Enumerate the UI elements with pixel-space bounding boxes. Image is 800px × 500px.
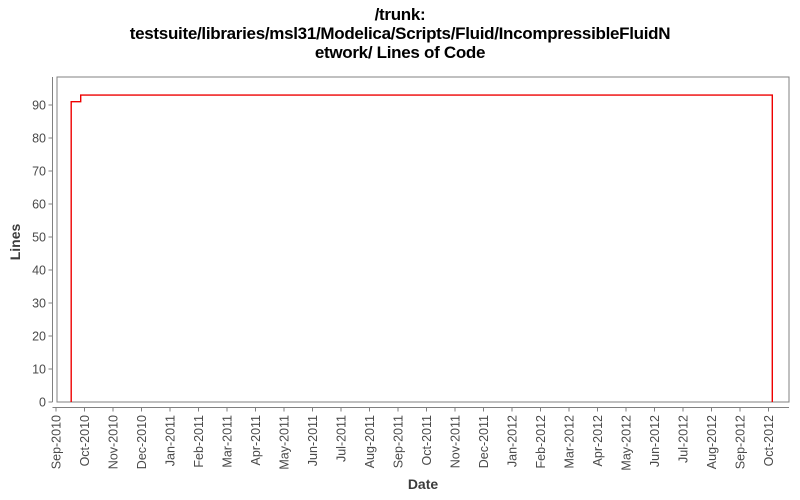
x-tick-label: Apr-2011 xyxy=(249,415,263,466)
x-tick-label: Nov-2011 xyxy=(449,415,463,468)
loc-series-line xyxy=(70,94,773,402)
y-tick-label: 90 xyxy=(32,99,46,113)
x-tick-label: Oct-2010 xyxy=(78,415,92,466)
chart-generated-layer: 0 10 20 30 40 50 60 70 80 90 Sep-2010 Oct-2010 Nov-2… xyxy=(32,76,790,471)
x-tick-label: Apr-2012 xyxy=(591,415,605,466)
chart-title-line-2: testsuite/libraries/msl31/Modelica/Scrip… xyxy=(129,24,671,43)
x-tick-label: Oct-2011 xyxy=(420,415,434,466)
x-tick-label: Sep-2011 xyxy=(392,415,406,468)
x-tick-label: Jan-2012 xyxy=(506,415,520,467)
x-tick-label: Jun-2012 xyxy=(648,415,662,467)
x-tick-label: Jun-2011 xyxy=(306,415,320,466)
x-tick-label: May-2012 xyxy=(620,415,634,471)
y-tick-label: 50 xyxy=(32,231,46,245)
chart-title-line-1: /trunk: xyxy=(374,5,426,24)
y-tick-label: 20 xyxy=(32,330,46,344)
x-tick-label: Oct-2012 xyxy=(762,415,776,466)
x-tick-label: Jul-2011 xyxy=(335,415,349,462)
x-tick-label: Jul-2012 xyxy=(677,415,691,463)
x-tick-label: Jan-2011 xyxy=(164,415,178,466)
y-axis-title: Lines xyxy=(7,224,23,261)
x-tick-label: Aug-2011 xyxy=(363,415,377,468)
y-tick-label: 60 xyxy=(32,198,46,212)
y-tick-label: 80 xyxy=(32,132,46,146)
x-tick-label: Dec-2011 xyxy=(477,415,491,468)
x-tick-label: Feb-2011 xyxy=(192,415,206,468)
x-tick-label: Sep-2012 xyxy=(734,415,748,469)
plot-border xyxy=(56,76,790,403)
x-tick-label: Aug-2012 xyxy=(705,415,719,469)
x-tick-label: Nov-2010 xyxy=(107,415,121,469)
y-tick-label: 40 xyxy=(32,264,46,278)
x-tick-label: Mar-2011 xyxy=(221,415,235,468)
x-tick-label: May-2011 xyxy=(278,415,292,470)
chart-title: /trunk: testsuite/libraries/msl31/Modeli… xyxy=(0,5,800,62)
x-tick-label: Mar-2012 xyxy=(563,415,577,469)
x-tick-label: Dec-2010 xyxy=(135,415,149,469)
x-axis-title: Date xyxy=(408,476,439,492)
y-tick-label: 10 xyxy=(32,363,46,377)
x-tick-label: Sep-2010 xyxy=(50,415,64,469)
x-tick-label: Feb-2012 xyxy=(534,415,548,469)
chart-title-line-3: etwork/ Lines of Code xyxy=(314,43,486,62)
y-tick-label: 0 xyxy=(39,396,46,410)
y-tick-label: 30 xyxy=(32,297,46,311)
y-tick-label: 70 xyxy=(32,165,46,179)
